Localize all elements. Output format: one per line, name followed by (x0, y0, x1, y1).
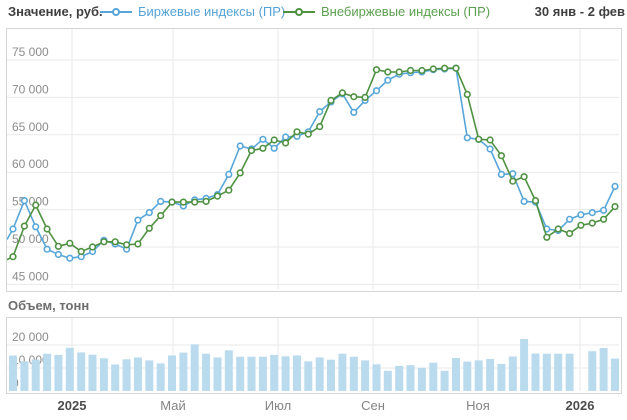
volume-bar (599, 348, 608, 391)
volume-bar (77, 352, 86, 391)
volume-bars (9, 339, 619, 391)
volume-bar (429, 362, 438, 391)
y-tick-label: 45 000 (12, 269, 49, 283)
volume-bar (383, 370, 392, 391)
volume-bar (281, 356, 290, 391)
volume-bar (213, 357, 222, 391)
legend-item-exchange[interactable]: Биржевые индексы (ПР) (100, 4, 285, 19)
legend-label-otc: Внебиржевые индексы (ПР) (321, 4, 491, 19)
volume-y-tick-label: 20 000 (12, 330, 49, 344)
volume-bar (20, 361, 29, 391)
volume-bar (474, 360, 483, 391)
volume-bar (497, 363, 506, 391)
x-tick-label: Ноя (466, 398, 490, 413)
x-tick-label: Сен (361, 398, 385, 413)
x-tick-label: Май (160, 398, 186, 413)
volume-bar (224, 350, 233, 391)
volume-bar (202, 353, 211, 391)
volume-bar (440, 370, 449, 391)
volume-bar (88, 354, 97, 391)
volume-bar (406, 365, 415, 391)
value-axis-title: Значение, руб. (8, 4, 103, 19)
legend-item-otc[interactable]: Внебиржевые индексы (ПР) (283, 4, 490, 19)
volume-bar (611, 358, 619, 391)
line-chart-header: Значение, руб. Биржевые индексы (ПР) Вне… (0, 0, 627, 24)
volume-bar (270, 354, 279, 391)
volume-bar (395, 365, 404, 391)
volume-bar (122, 359, 131, 391)
series-line-0 (7, 67, 616, 259)
volume-bar (43, 353, 52, 391)
line-chart-plot-area[interactable]: 75 000 70 000 65 000 60 000 55 000 50 000 45 0… (6, 28, 622, 292)
line-circle-icon (283, 7, 315, 16)
volume-bar (417, 367, 426, 391)
x-tick-label: Июл (264, 398, 292, 413)
date-range-label: 30 янв - 2 фев (534, 4, 625, 19)
volume-bar (565, 353, 574, 391)
volume-bar (111, 364, 120, 391)
volume-bar (349, 356, 358, 391)
volume-bar (247, 356, 256, 391)
volume-bar (463, 361, 472, 391)
y-tick-label: 70 000 (12, 82, 49, 96)
line-circle-icon (100, 7, 132, 16)
volume-bar (372, 364, 381, 391)
x-tick-label: 2026 (565, 398, 595, 413)
volume-bar (542, 353, 551, 391)
volume-bar (588, 351, 597, 391)
volume-bar (236, 356, 245, 391)
volume-bar (168, 355, 176, 391)
volume-bar (327, 359, 335, 391)
volume-bar (258, 356, 267, 391)
volume-bar (315, 357, 324, 391)
volume-bar (31, 359, 40, 391)
legend-label-exchange: Биржевые индексы (ПР) (138, 4, 286, 19)
volume-bar (156, 363, 165, 391)
volume-bar (293, 355, 301, 391)
shared-x-axis: 2025 Май Июл Сен Ноя 2026 (0, 398, 627, 414)
volume-bar (452, 357, 460, 391)
series-markers-0 (9, 64, 619, 262)
volume-bar (520, 339, 529, 391)
volume-bar (9, 355, 17, 391)
y-tick-label: 75 000 (12, 45, 49, 59)
volume-bar (361, 360, 370, 391)
volume-bar (99, 358, 108, 391)
volume-bar (554, 353, 563, 391)
volume-bar (145, 360, 154, 391)
volume-bar (486, 359, 495, 391)
volume-bar (190, 344, 199, 391)
y-tick-label: 55 000 (12, 195, 49, 209)
volume-bar (304, 361, 313, 391)
volume-bar (54, 354, 63, 391)
volume-axis-title: Объем, тонн (8, 298, 90, 313)
volume-bar (338, 353, 347, 391)
volume-bar (133, 357, 142, 391)
volume-bar (531, 353, 540, 391)
y-tick-label: 60 000 (12, 157, 49, 171)
y-tick-label: 65 000 (12, 120, 49, 134)
volume-bar (508, 356, 517, 391)
series-markers-1 (9, 64, 619, 261)
volume-bar (65, 347, 74, 391)
x-tick-label: 2025 (57, 398, 87, 413)
volume-bar (179, 352, 188, 391)
